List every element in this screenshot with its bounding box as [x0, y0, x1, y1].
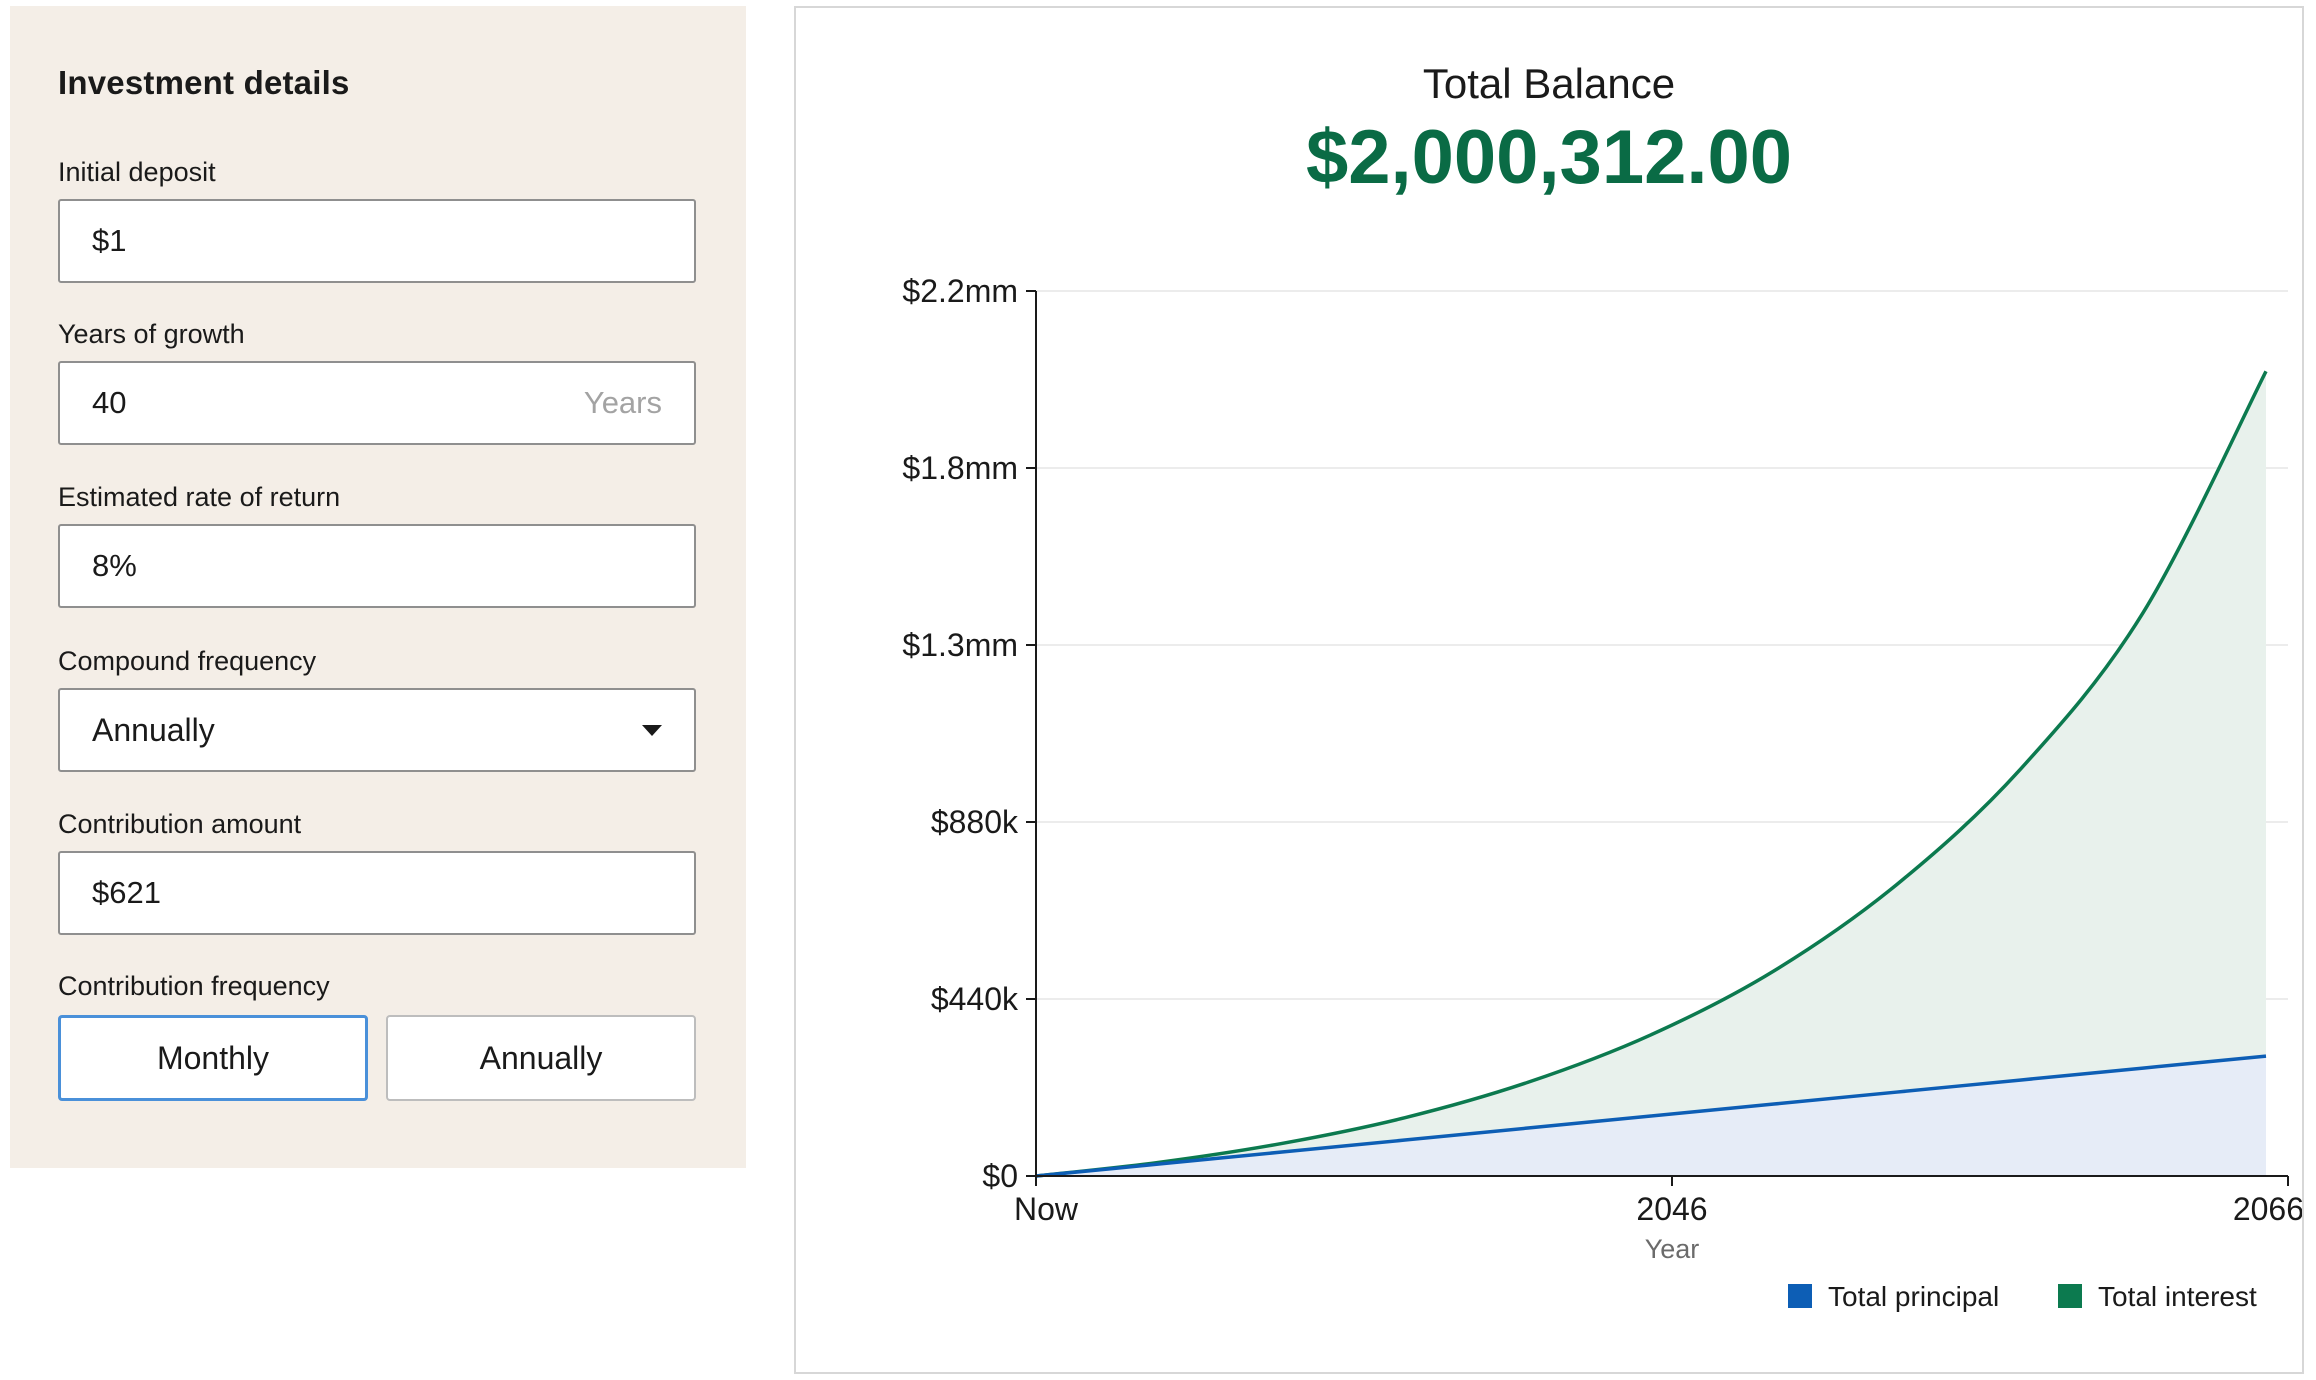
- y-tick-label: $880k: [931, 804, 1019, 840]
- years-input[interactable]: [92, 385, 584, 421]
- monthly-toggle-button[interactable]: Monthly: [58, 1015, 368, 1101]
- y-tick-label: $1.3mm: [902, 627, 1018, 663]
- contribution-input[interactable]: [92, 875, 662, 911]
- total-balance-title: Total Balance: [1422, 60, 1676, 107]
- x-tick-label: 2046: [1636, 1191, 1707, 1227]
- initial-deposit-input[interactable]: [92, 223, 662, 259]
- years-label: Years of growth: [58, 319, 245, 349]
- y-tick-label: $1.8mm: [902, 450, 1018, 486]
- investment-details-panel: Investment details Initial deposit Years…: [10, 6, 746, 1168]
- rate-label: Estimated rate of return: [58, 482, 341, 512]
- caret-down-icon: [642, 724, 662, 736]
- legend-swatch: [2058, 1284, 2082, 1308]
- y-tick-label: $2.2mm: [902, 273, 1018, 309]
- contribution-label: Contribution amount: [58, 809, 302, 839]
- compound-selected-value: Annually: [92, 711, 215, 748]
- initial-deposit-field[interactable]: [58, 199, 696, 283]
- compound-label: Compound frequency: [58, 646, 317, 676]
- years-field[interactable]: Years: [58, 361, 696, 445]
- legend-label: Total principal: [1828, 1281, 1999, 1312]
- years-suffix: Years: [583, 385, 662, 420]
- rate-input[interactable]: [92, 548, 662, 584]
- compound-frequency-select[interactable]: Annually: [58, 688, 696, 772]
- chart-card: Total Balance $2,000,312.00 $0 $440k $880k…: [794, 6, 2304, 1374]
- total-balance-value: $2,000,312.00: [1305, 115, 1793, 200]
- rate-field[interactable]: [58, 524, 696, 608]
- legend-label: Total interest: [2098, 1281, 2257, 1312]
- y-tick-label: $440k: [931, 981, 1019, 1017]
- initial-deposit-label: Initial deposit: [58, 157, 216, 187]
- y-tick-label: $0: [982, 1158, 1018, 1194]
- legend-swatch: [1788, 1284, 1812, 1308]
- x-tick-label: 2066: [2233, 1191, 2302, 1227]
- x-axis-title: Year: [1645, 1234, 1700, 1264]
- contribution-frequency-label: Contribution frequency: [58, 971, 330, 1001]
- annually-toggle-button[interactable]: Annually: [386, 1015, 696, 1101]
- contribution-field[interactable]: [58, 851, 696, 935]
- panel-title: Investment details: [58, 64, 350, 101]
- principal-line: [1035, 1054, 2267, 1178]
- interest-line: [1035, 370, 2268, 1178]
- x-tick-label: Now: [1014, 1191, 1079, 1227]
- interest-area: [1036, 371, 2266, 1176]
- balance-chart: $0 $440k $880k $1.3mm $1.8mm $2.2mm Now 2046 206…: [902, 273, 2302, 1312]
